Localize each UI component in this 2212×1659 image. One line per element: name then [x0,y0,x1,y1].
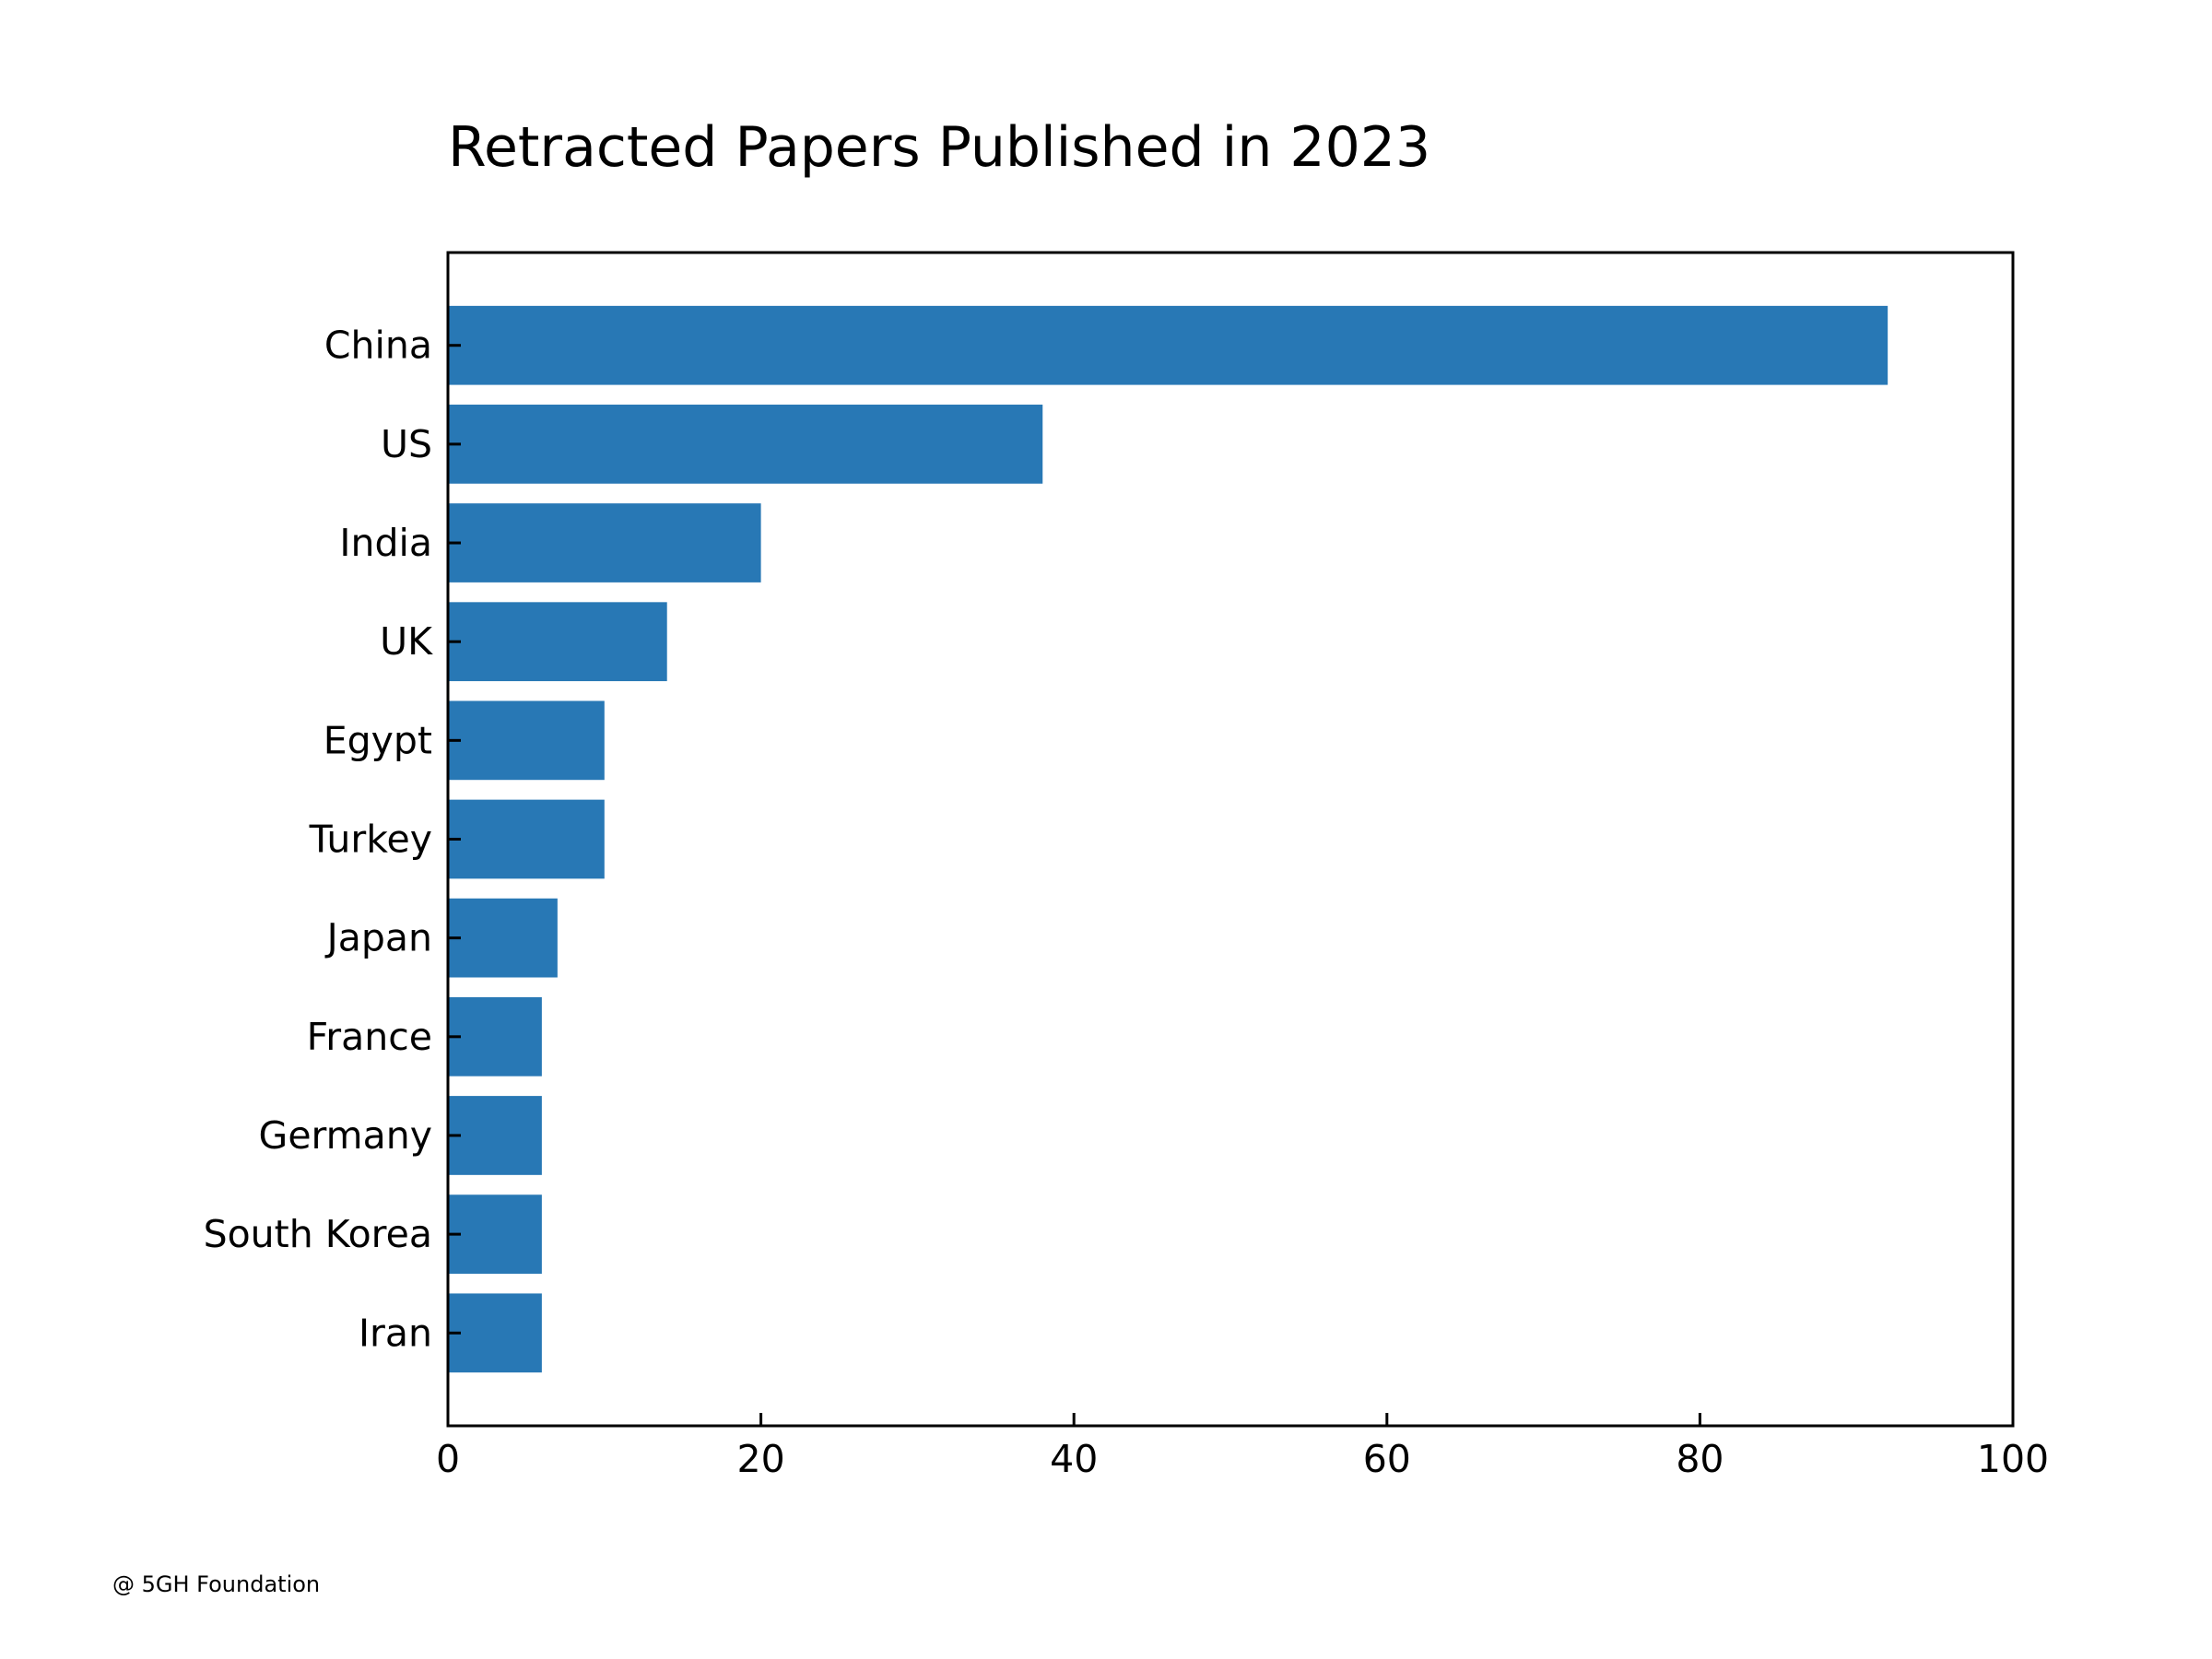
y-tick-label: UK [380,619,433,664]
y-tick-label: US [381,422,432,466]
bar-south-korea [448,1194,542,1274]
x-tick-label: 20 [737,1437,785,1481]
bar-iran [448,1293,542,1373]
bar-egypt [448,700,605,781]
x-tick-label: 100 [1977,1437,2049,1481]
bar-china [448,305,1888,385]
y-tick-label: Iran [359,1311,432,1355]
y-tick-label: Germany [259,1113,432,1158]
y-tick-label: Egypt [324,718,432,762]
bar-france [448,996,542,1077]
x-tick-label: 60 [1363,1437,1411,1481]
bar-us [448,405,1043,484]
footer-credit: @ 5GH Foundation [112,1571,321,1597]
bar-germany [448,1096,542,1175]
bar-uk [448,602,667,682]
plot-area-frame [446,251,2015,1428]
bar-japan [448,898,558,978]
x-tick-label: 80 [1676,1437,1724,1481]
x-axis: 0 20 40 60 80 100 [436,1413,2049,1481]
y-tick-label: Turkey [309,818,432,862]
bars-layer [448,305,1888,1373]
y-axis: China US India UK Egypt Turkey Japan France Germ… [204,324,461,1355]
bar-india [448,503,761,582]
y-tick-label: Japan [324,916,432,960]
y-tick-label: India [339,521,432,565]
y-tick-label: China [324,324,432,368]
chart-title: Retracted Papers Published in 2023 [448,115,1430,180]
bar-turkey [448,799,605,879]
y-tick-label: South Korea [204,1212,432,1256]
y-tick-label: France [307,1015,432,1059]
x-tick-label: 40 [1050,1437,1098,1481]
x-tick-label: 0 [436,1437,460,1481]
